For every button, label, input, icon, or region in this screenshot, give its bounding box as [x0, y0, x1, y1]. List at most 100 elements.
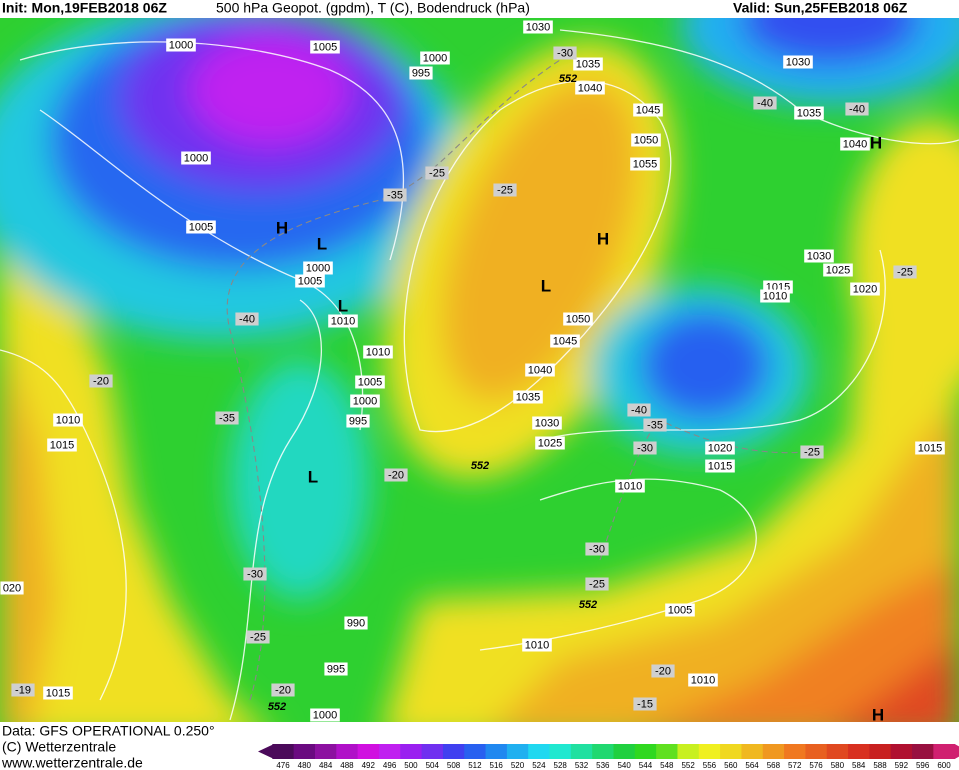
isobar-label-box [823, 263, 853, 277]
colorbar-swatch [869, 744, 892, 759]
colorbar-tick: 560 [724, 761, 738, 770]
footer: Data: GFS OPERATIONAL 0.250° (C) Wetterz… [1, 723, 215, 770]
pressure-center: H [276, 218, 288, 237]
colorbar-swatch [784, 744, 806, 759]
colorbar-swatch [442, 744, 465, 759]
isobar-label: 1015 [46, 687, 70, 699]
temperature-label-box [271, 683, 295, 697]
isobar-label: 1015 [918, 442, 942, 454]
temperature-label-box [800, 445, 824, 459]
isobar-label: 995 [327, 663, 345, 675]
colorbar-swatch [400, 744, 423, 759]
temperature-label: -40 [757, 97, 773, 109]
colorbar-swatch [485, 744, 508, 759]
colorbar-tick: 544 [639, 761, 653, 770]
pressure-center: H [597, 229, 609, 248]
isobar-label: 1000 [306, 262, 330, 274]
isobar-label-box [631, 133, 661, 147]
temperature-label: -40 [239, 313, 255, 325]
isobar [19, 41, 405, 261]
isobar-label-box [523, 20, 553, 34]
colorbar-swatch [741, 744, 764, 759]
isobar-label-box [363, 345, 393, 359]
temperature-label-box [89, 374, 113, 388]
colorbar-tick: 508 [447, 761, 461, 770]
isobar-label: 1015 [50, 439, 74, 451]
colorbar-swatch [357, 744, 380, 759]
isobar-label: 1030 [786, 56, 810, 68]
temperature-label: -40 [631, 404, 647, 416]
pressure-center: L [308, 467, 318, 486]
isobar-label: 1005 [298, 275, 322, 287]
temperature-label-box [215, 411, 239, 425]
isobar-label-box [794, 106, 824, 120]
isobar-label-box [409, 66, 433, 80]
temperature-label-box [643, 418, 667, 432]
colorbar-tick: 552 [681, 761, 695, 770]
isobar-label: 1010 [525, 639, 549, 651]
colorbar-tick: 500 [404, 761, 418, 770]
isobar-label-box [535, 436, 565, 450]
isobar-label-box [532, 416, 562, 430]
colorbar-swatch [762, 744, 785, 759]
colorbar-tick: 476 [276, 761, 290, 770]
isobar-label: 1050 [566, 313, 590, 325]
colorbar-tick: 588 [873, 761, 887, 770]
isobar-label-box [705, 441, 735, 455]
pressure-center: H [870, 133, 882, 152]
copyright: (C) Wetterzentrale [2, 739, 116, 755]
isobar-label: 1010 [618, 480, 642, 492]
temperature-label-box [384, 468, 408, 482]
isobar-label: 1025 [826, 264, 850, 276]
isobar [559, 29, 959, 145]
temperature-label: -35 [647, 419, 663, 431]
temperature-label-box [633, 697, 657, 711]
warm-band [0, 190, 258, 722]
colorbar-tick: 528 [554, 761, 568, 770]
colorbar-swatch [272, 744, 295, 759]
isobar-label-box [665, 603, 695, 617]
isobar-label-box [573, 57, 603, 71]
isobar-label-box [344, 616, 368, 630]
url: www.wetterzentrale.de [1, 755, 143, 770]
isobar-label-box [563, 312, 593, 326]
temperature-label-box [633, 441, 657, 455]
isobar-label: 1045 [636, 104, 660, 116]
isobar-label-box [633, 103, 663, 117]
colorbar-tick: 568 [767, 761, 781, 770]
isobar-label: 1030 [807, 250, 831, 262]
warm-band [662, 560, 959, 722]
isobar-label-box [525, 363, 555, 377]
pressure-center: H [872, 705, 884, 724]
colorbar-tick: 572 [788, 761, 802, 770]
colorbar-swatch [506, 744, 529, 759]
cold-pool [230, 360, 370, 600]
colorbar-swatch [933, 744, 956, 759]
colorbar-tick: 488 [340, 761, 354, 770]
colorbar: 476 480 484 488 492 496 500 504 508 512 516 520 524 5… [258, 744, 959, 770]
temperature-label: -20 [655, 665, 671, 677]
isobar-label: 1005 [358, 376, 382, 388]
isobar-label: 1035 [797, 107, 821, 119]
temperature-label-box [243, 567, 267, 581]
temperature-label: -35 [219, 412, 235, 424]
isobar-label: 1000 [184, 152, 208, 164]
colorbar-tick: 504 [426, 761, 440, 770]
warm-band [845, 640, 959, 722]
temperature-label-box [627, 403, 651, 417]
colorbar-tick: 556 [703, 761, 717, 770]
colorbar-tick: 540 [617, 761, 631, 770]
colorbar-tick: 520 [511, 761, 525, 770]
valid-time: Valid: Sun,25FEB2018 06Z [733, 0, 908, 16]
isobar-label: 1030 [535, 417, 559, 429]
isobar-label-box [43, 686, 73, 700]
isobar-label-box [783, 55, 813, 69]
temperature-label-box [383, 188, 407, 202]
isobar-label: 1015 [708, 460, 732, 472]
colorbar-swatch [293, 744, 316, 759]
temperature-label: -15 [637, 698, 653, 710]
colorbar-swatch [890, 744, 913, 759]
cold-pool [740, 18, 920, 65]
colorbar-swatch [592, 744, 614, 759]
warm-band [0, 330, 55, 722]
